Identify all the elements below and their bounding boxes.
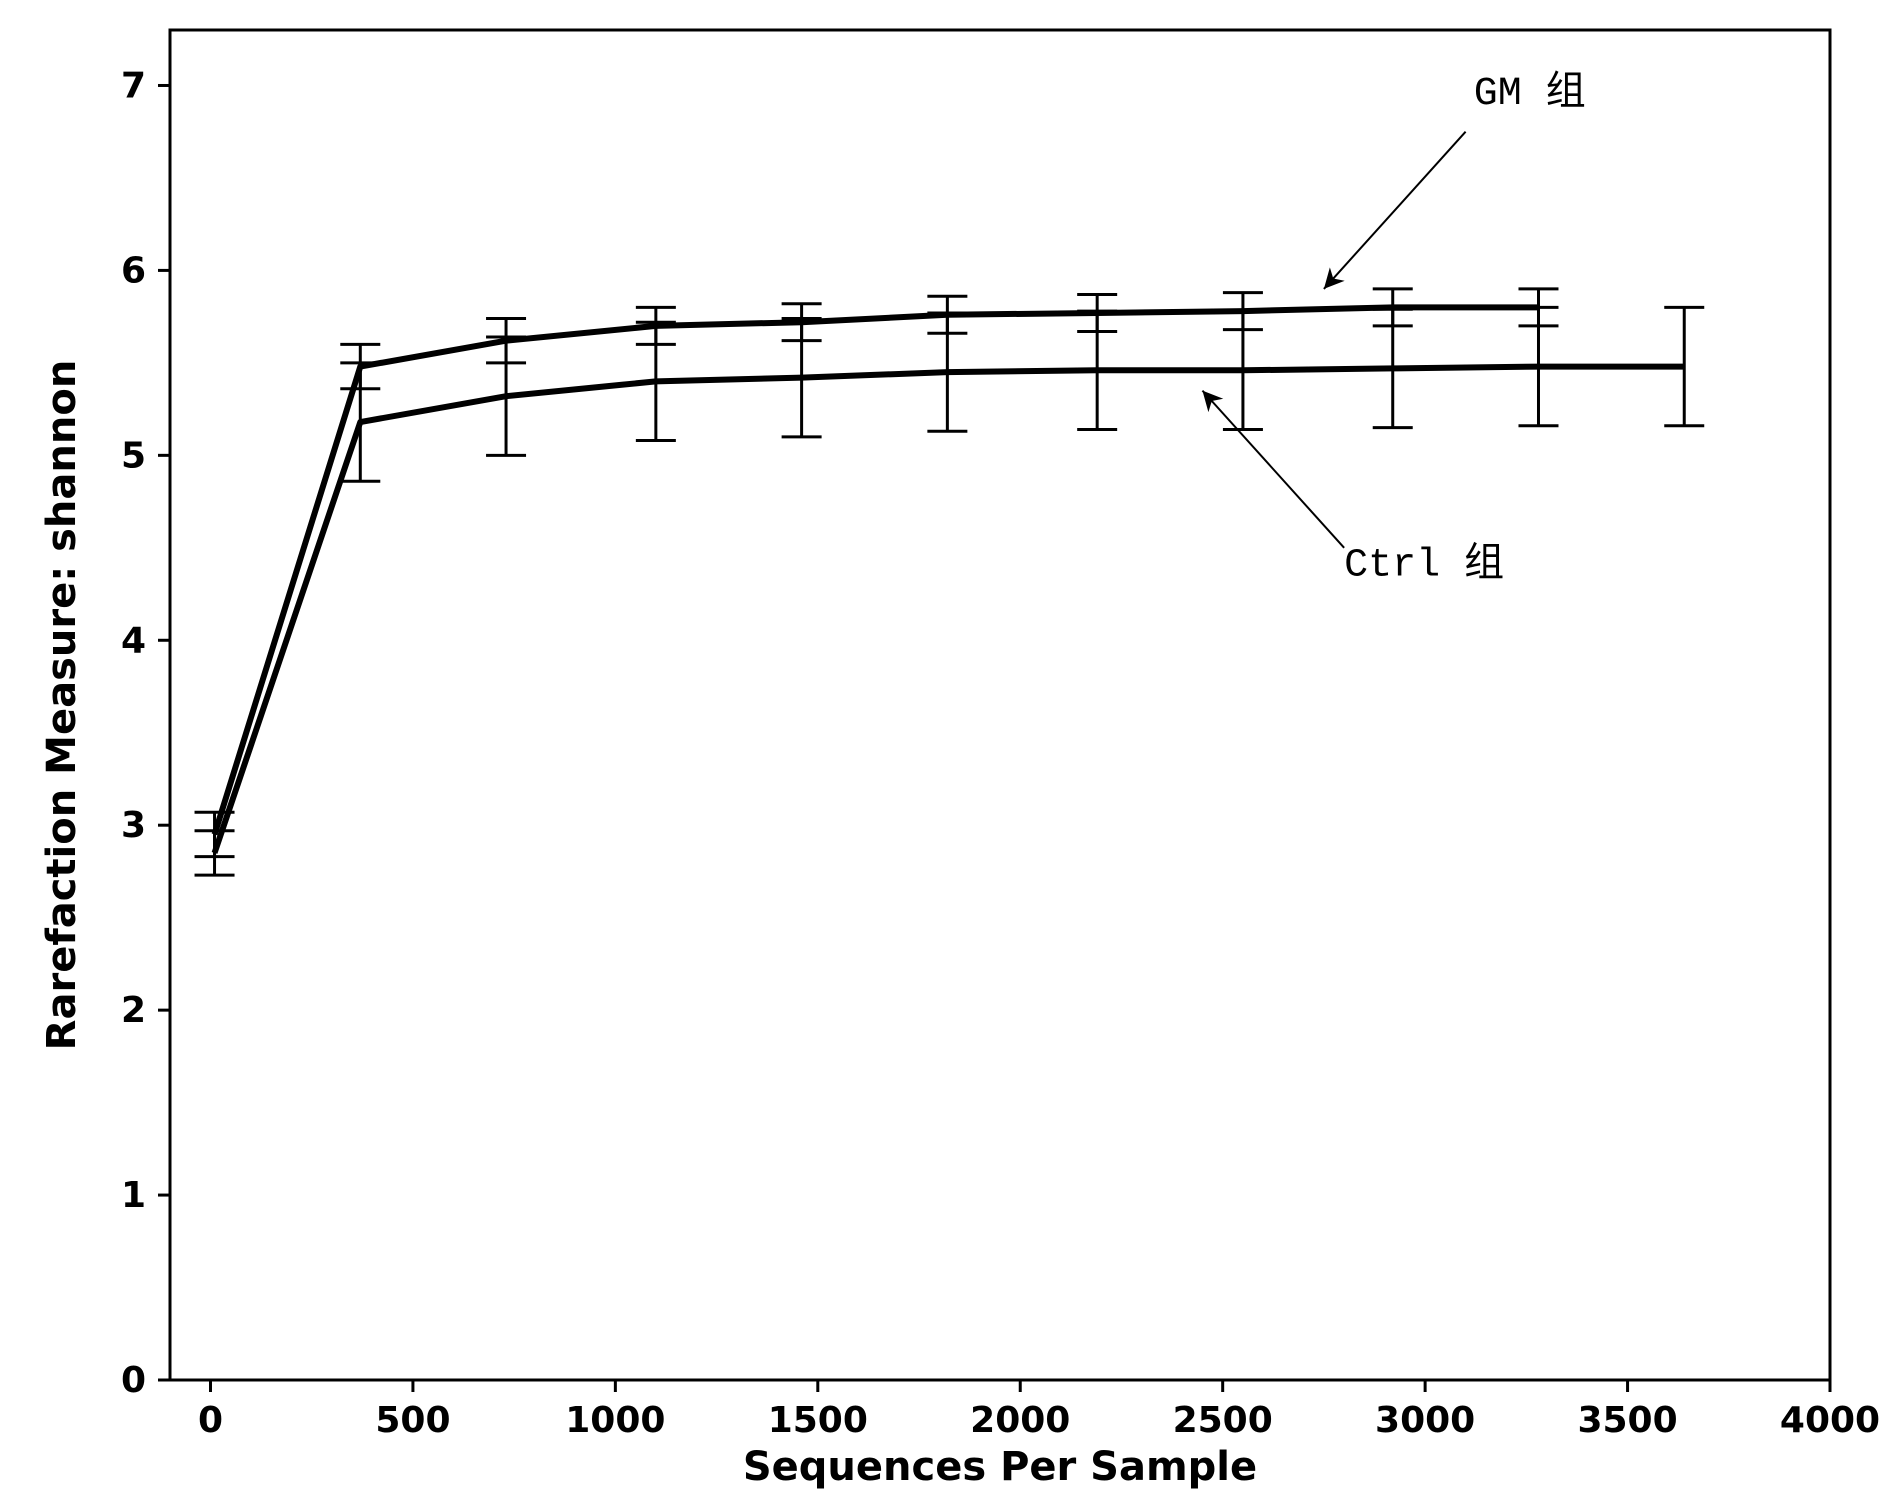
series-line-ctrl xyxy=(215,367,1685,853)
x-tick-label: 1500 xyxy=(768,1400,868,1441)
plot-border xyxy=(170,30,1830,1380)
rarefaction-chart: 0 500 1000 1500 2000 2500 3000 3500 4000 Sequence… xyxy=(0,0,1881,1490)
x-axis-title: Sequences Per Sample xyxy=(743,1444,1257,1490)
y-tick-label: 3 xyxy=(121,805,146,846)
annotation-label: Ctrl 组 xyxy=(1344,542,1504,589)
series-line-gm xyxy=(215,307,1539,834)
annotation-label: GM 组 xyxy=(1474,70,1586,117)
chart-svg: 0 500 1000 1500 2000 2500 3000 3500 4000 Sequence… xyxy=(0,0,1881,1490)
x-tick-label: 3000 xyxy=(1375,1400,1475,1441)
x-tick-label: 2000 xyxy=(970,1400,1070,1441)
y-tick-label: 6 xyxy=(121,250,146,291)
y-tick-label: 2 xyxy=(121,990,146,1031)
x-tick-label: 1000 xyxy=(565,1400,665,1441)
x-tick-label: 4000 xyxy=(1780,1400,1880,1441)
y-axis-title: Rarefaction Measure: shannon xyxy=(39,360,85,1051)
x-tick-label: 500 xyxy=(375,1400,450,1441)
x-tick-label: 3500 xyxy=(1577,1400,1677,1441)
x-tick-label: 2500 xyxy=(1173,1400,1273,1441)
annotation-arrow xyxy=(1324,132,1466,289)
y-tick-label: 4 xyxy=(121,620,146,661)
y-tick-label: 1 xyxy=(121,1175,146,1216)
y-tick-label: 7 xyxy=(121,65,146,106)
annotation-arrow xyxy=(1202,391,1344,548)
y-tick-label: 5 xyxy=(121,435,146,476)
x-tick-label: 0 xyxy=(198,1400,223,1441)
y-tick-label: 0 xyxy=(121,1360,146,1401)
